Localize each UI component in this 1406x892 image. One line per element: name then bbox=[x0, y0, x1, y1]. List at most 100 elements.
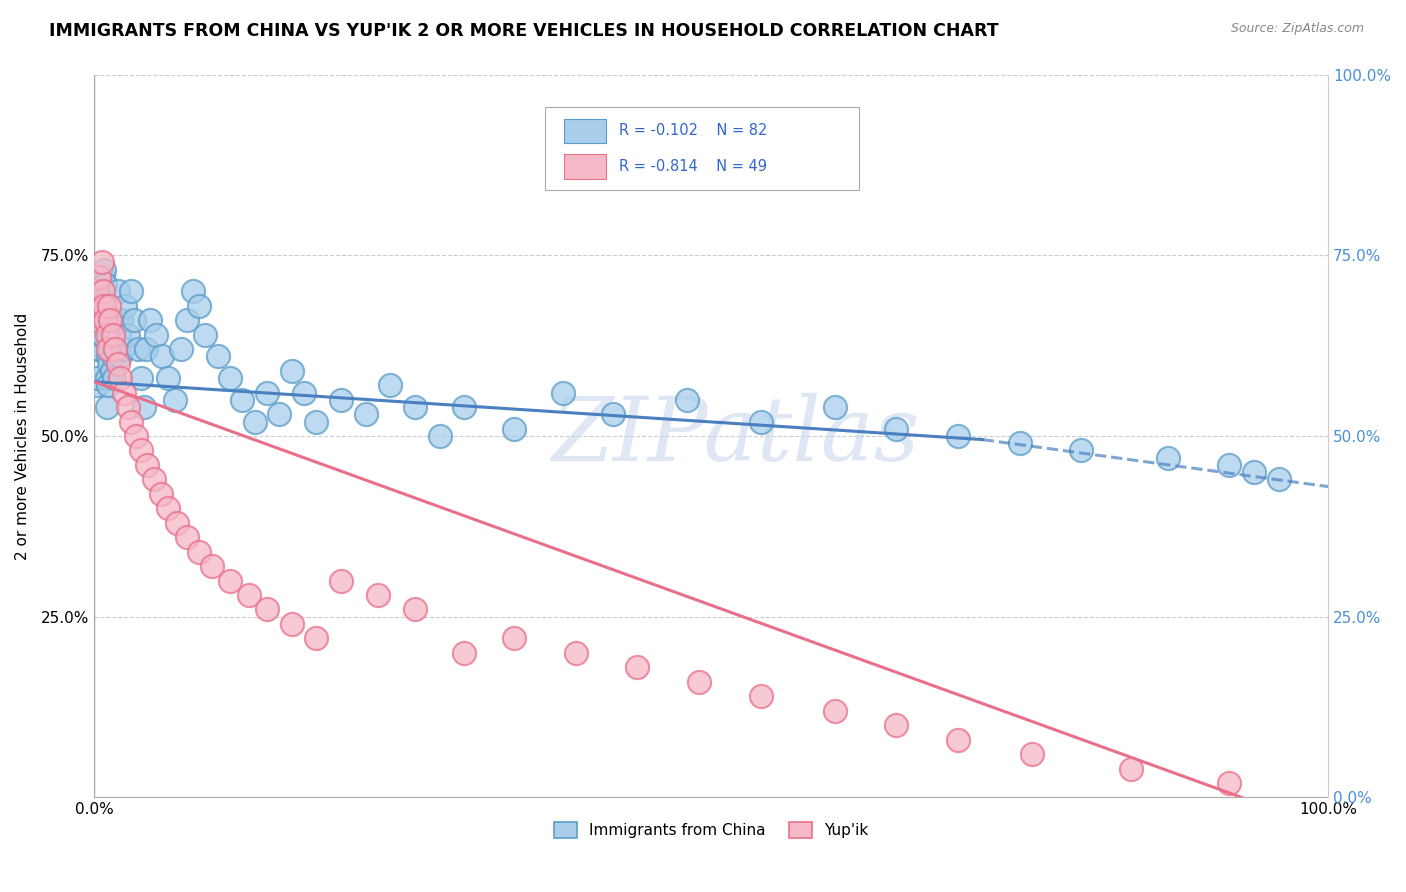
Point bbox=[453, 646, 475, 660]
Point bbox=[181, 285, 204, 299]
Point bbox=[89, 299, 111, 313]
Point bbox=[111, 343, 134, 357]
Point bbox=[281, 616, 304, 631]
Point bbox=[1157, 450, 1180, 465]
Point bbox=[256, 385, 278, 400]
Point bbox=[97, 343, 120, 357]
Point bbox=[101, 320, 124, 334]
FancyBboxPatch shape bbox=[564, 154, 606, 178]
Point bbox=[97, 350, 120, 364]
Point bbox=[1218, 458, 1240, 472]
Point bbox=[96, 371, 118, 385]
Point bbox=[117, 327, 139, 342]
Point bbox=[127, 343, 149, 357]
Point bbox=[354, 407, 377, 421]
Point bbox=[194, 327, 217, 342]
Point bbox=[453, 400, 475, 414]
Point bbox=[219, 371, 242, 385]
Point bbox=[238, 588, 260, 602]
Point bbox=[824, 400, 846, 414]
Point bbox=[1119, 762, 1142, 776]
Point bbox=[884, 422, 907, 436]
Point bbox=[107, 285, 129, 299]
Point bbox=[93, 292, 115, 306]
Point bbox=[129, 371, 152, 385]
Point bbox=[219, 574, 242, 588]
Point bbox=[110, 350, 132, 364]
Point bbox=[120, 415, 142, 429]
Point bbox=[125, 429, 148, 443]
Point bbox=[96, 400, 118, 414]
Point bbox=[114, 299, 136, 313]
Point bbox=[105, 313, 128, 327]
Point bbox=[91, 299, 114, 313]
Point bbox=[89, 299, 111, 313]
Point bbox=[135, 343, 157, 357]
Point bbox=[100, 343, 122, 357]
Point bbox=[100, 364, 122, 378]
FancyBboxPatch shape bbox=[544, 107, 859, 190]
Point bbox=[166, 516, 188, 530]
Point bbox=[89, 313, 111, 327]
Point bbox=[305, 415, 328, 429]
Point bbox=[101, 350, 124, 364]
Point bbox=[87, 371, 110, 385]
Point bbox=[104, 343, 127, 357]
Point bbox=[136, 458, 159, 472]
Point bbox=[91, 285, 114, 299]
Text: R = -0.814    N = 49: R = -0.814 N = 49 bbox=[619, 159, 766, 174]
Point bbox=[132, 400, 155, 414]
Point bbox=[97, 378, 120, 392]
Point bbox=[90, 255, 112, 269]
Point bbox=[129, 443, 152, 458]
Text: IMMIGRANTS FROM CHINA VS YUP'IK 2 OR MORE VEHICLES IN HOUSEHOLD CORRELATION CHAR: IMMIGRANTS FROM CHINA VS YUP'IK 2 OR MOR… bbox=[49, 22, 998, 40]
Text: ZIPatlas: ZIPatlas bbox=[551, 392, 920, 479]
Point bbox=[564, 646, 586, 660]
Point bbox=[824, 704, 846, 718]
Point bbox=[330, 392, 353, 407]
Point bbox=[103, 371, 125, 385]
Point bbox=[145, 327, 167, 342]
Text: R = -0.102    N = 82: R = -0.102 N = 82 bbox=[619, 123, 768, 138]
Point bbox=[231, 392, 253, 407]
Point bbox=[89, 327, 111, 342]
Point bbox=[157, 371, 180, 385]
Point bbox=[884, 718, 907, 732]
Point bbox=[112, 385, 135, 400]
Point bbox=[163, 392, 186, 407]
Point bbox=[94, 306, 117, 320]
Point bbox=[675, 392, 697, 407]
Point bbox=[404, 400, 426, 414]
Point bbox=[108, 327, 131, 342]
Point bbox=[946, 429, 969, 443]
Point bbox=[98, 357, 121, 371]
Point bbox=[602, 407, 624, 421]
Point bbox=[330, 574, 353, 588]
Point bbox=[122, 313, 145, 327]
Point bbox=[749, 690, 772, 704]
Legend: Immigrants from China, Yup'ik: Immigrants from China, Yup'ik bbox=[548, 816, 875, 844]
Point bbox=[142, 472, 165, 486]
Point bbox=[367, 588, 389, 602]
Point bbox=[104, 343, 127, 357]
Point bbox=[188, 544, 211, 558]
Point bbox=[380, 378, 402, 392]
Point bbox=[256, 602, 278, 616]
Point bbox=[188, 299, 211, 313]
Point bbox=[86, 285, 108, 299]
Point bbox=[1021, 747, 1043, 761]
Point bbox=[87, 313, 110, 327]
Point bbox=[98, 327, 121, 342]
Point bbox=[946, 732, 969, 747]
Point bbox=[86, 378, 108, 392]
Point bbox=[107, 357, 129, 371]
Point bbox=[120, 285, 142, 299]
Point bbox=[176, 530, 198, 544]
Point bbox=[139, 313, 162, 327]
Point bbox=[150, 350, 173, 364]
Point bbox=[93, 299, 115, 313]
Point bbox=[1008, 436, 1031, 450]
Point bbox=[176, 313, 198, 327]
Point bbox=[98, 299, 121, 313]
Point bbox=[243, 415, 266, 429]
